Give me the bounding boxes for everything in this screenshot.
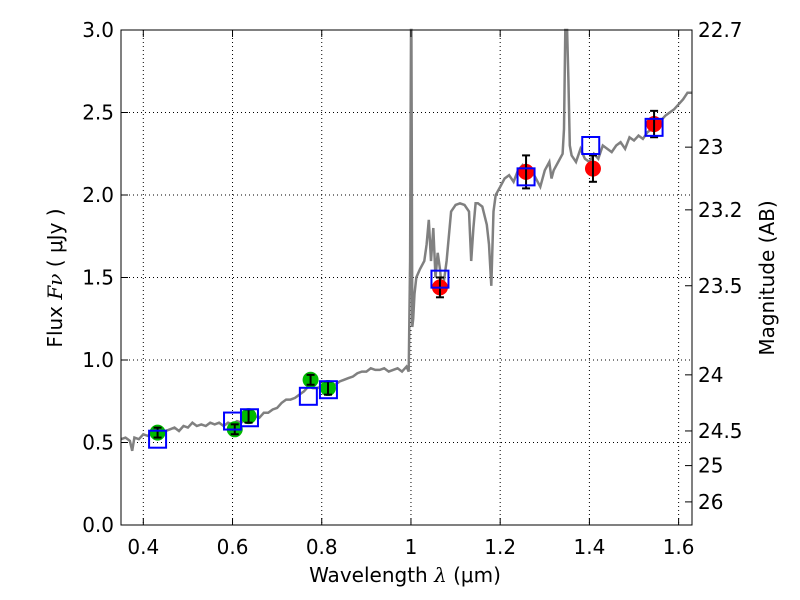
photometry-point bbox=[302, 371, 319, 388]
model-spectrum-line bbox=[120, 28, 692, 452]
x-tick-label: 0.8 bbox=[306, 535, 338, 559]
model-flux-square bbox=[239, 408, 259, 428]
magnitude-tick-label: 23.2 bbox=[698, 198, 743, 222]
photometry-point bbox=[149, 424, 166, 441]
magnitude-tick-label: 23 bbox=[698, 135, 723, 159]
data-marks bbox=[148, 109, 664, 449]
x-axis-label: Wavelength λ (μm) bbox=[309, 563, 501, 587]
photometry-point bbox=[646, 109, 663, 139]
model-flux-square bbox=[581, 136, 601, 155]
y-tick-label: 2.0 bbox=[82, 183, 114, 207]
model-flux-square bbox=[298, 386, 318, 406]
photometry-point bbox=[240, 408, 257, 425]
model-flux-square bbox=[430, 269, 450, 289]
y-tick-label: 1.0 bbox=[82, 348, 114, 372]
grid-lines bbox=[121, 30, 692, 525]
y-tick-label: 3.0 bbox=[82, 18, 114, 42]
x-tick-label: 1.2 bbox=[484, 535, 516, 559]
model-flux-square bbox=[148, 429, 168, 449]
y-axis-label: Flux Fν ( μJy ) bbox=[43, 208, 67, 347]
spectrum-layer bbox=[120, 28, 692, 452]
magnitude-tick-label: 26 bbox=[698, 490, 723, 514]
y-tick-label: 1.5 bbox=[82, 266, 114, 290]
magnitude-tick-label: 25 bbox=[698, 454, 723, 478]
y-tick-label: 2.5 bbox=[82, 101, 114, 125]
y-tick-label: 0.0 bbox=[82, 513, 114, 537]
photometry-point bbox=[518, 154, 535, 190]
x-tick-label: 1.4 bbox=[573, 535, 605, 559]
plot-frame bbox=[120, 29, 693, 526]
photometry-point bbox=[319, 380, 336, 397]
photometry-point bbox=[584, 154, 601, 183]
magnitude-tick-label: 22.7 bbox=[698, 18, 743, 42]
x-tick-label: 1 bbox=[405, 535, 418, 559]
y-tick-label: 0.5 bbox=[82, 431, 114, 455]
model-flux-square bbox=[516, 167, 536, 187]
model-flux-square bbox=[318, 380, 338, 400]
model-flux-square bbox=[644, 117, 664, 137]
x-tick-label: 0.4 bbox=[127, 535, 159, 559]
x-tick-label: 1.6 bbox=[663, 535, 695, 559]
magnitude-tick-label: 24.5 bbox=[698, 419, 743, 443]
magnitude-tick-label: 24 bbox=[698, 363, 723, 387]
axis-ticks: 0.4 0.6 0.8 1 1.2 1.4 1.6 0.0 0.5 1.0 1.5 2.0 2.5 3.0… bbox=[82, 18, 742, 559]
magnitude-tick-label: 23.5 bbox=[698, 274, 743, 298]
x-tick-label: 0.6 bbox=[217, 535, 249, 559]
right-axis-label: Magnitude (AB) bbox=[755, 200, 779, 355]
